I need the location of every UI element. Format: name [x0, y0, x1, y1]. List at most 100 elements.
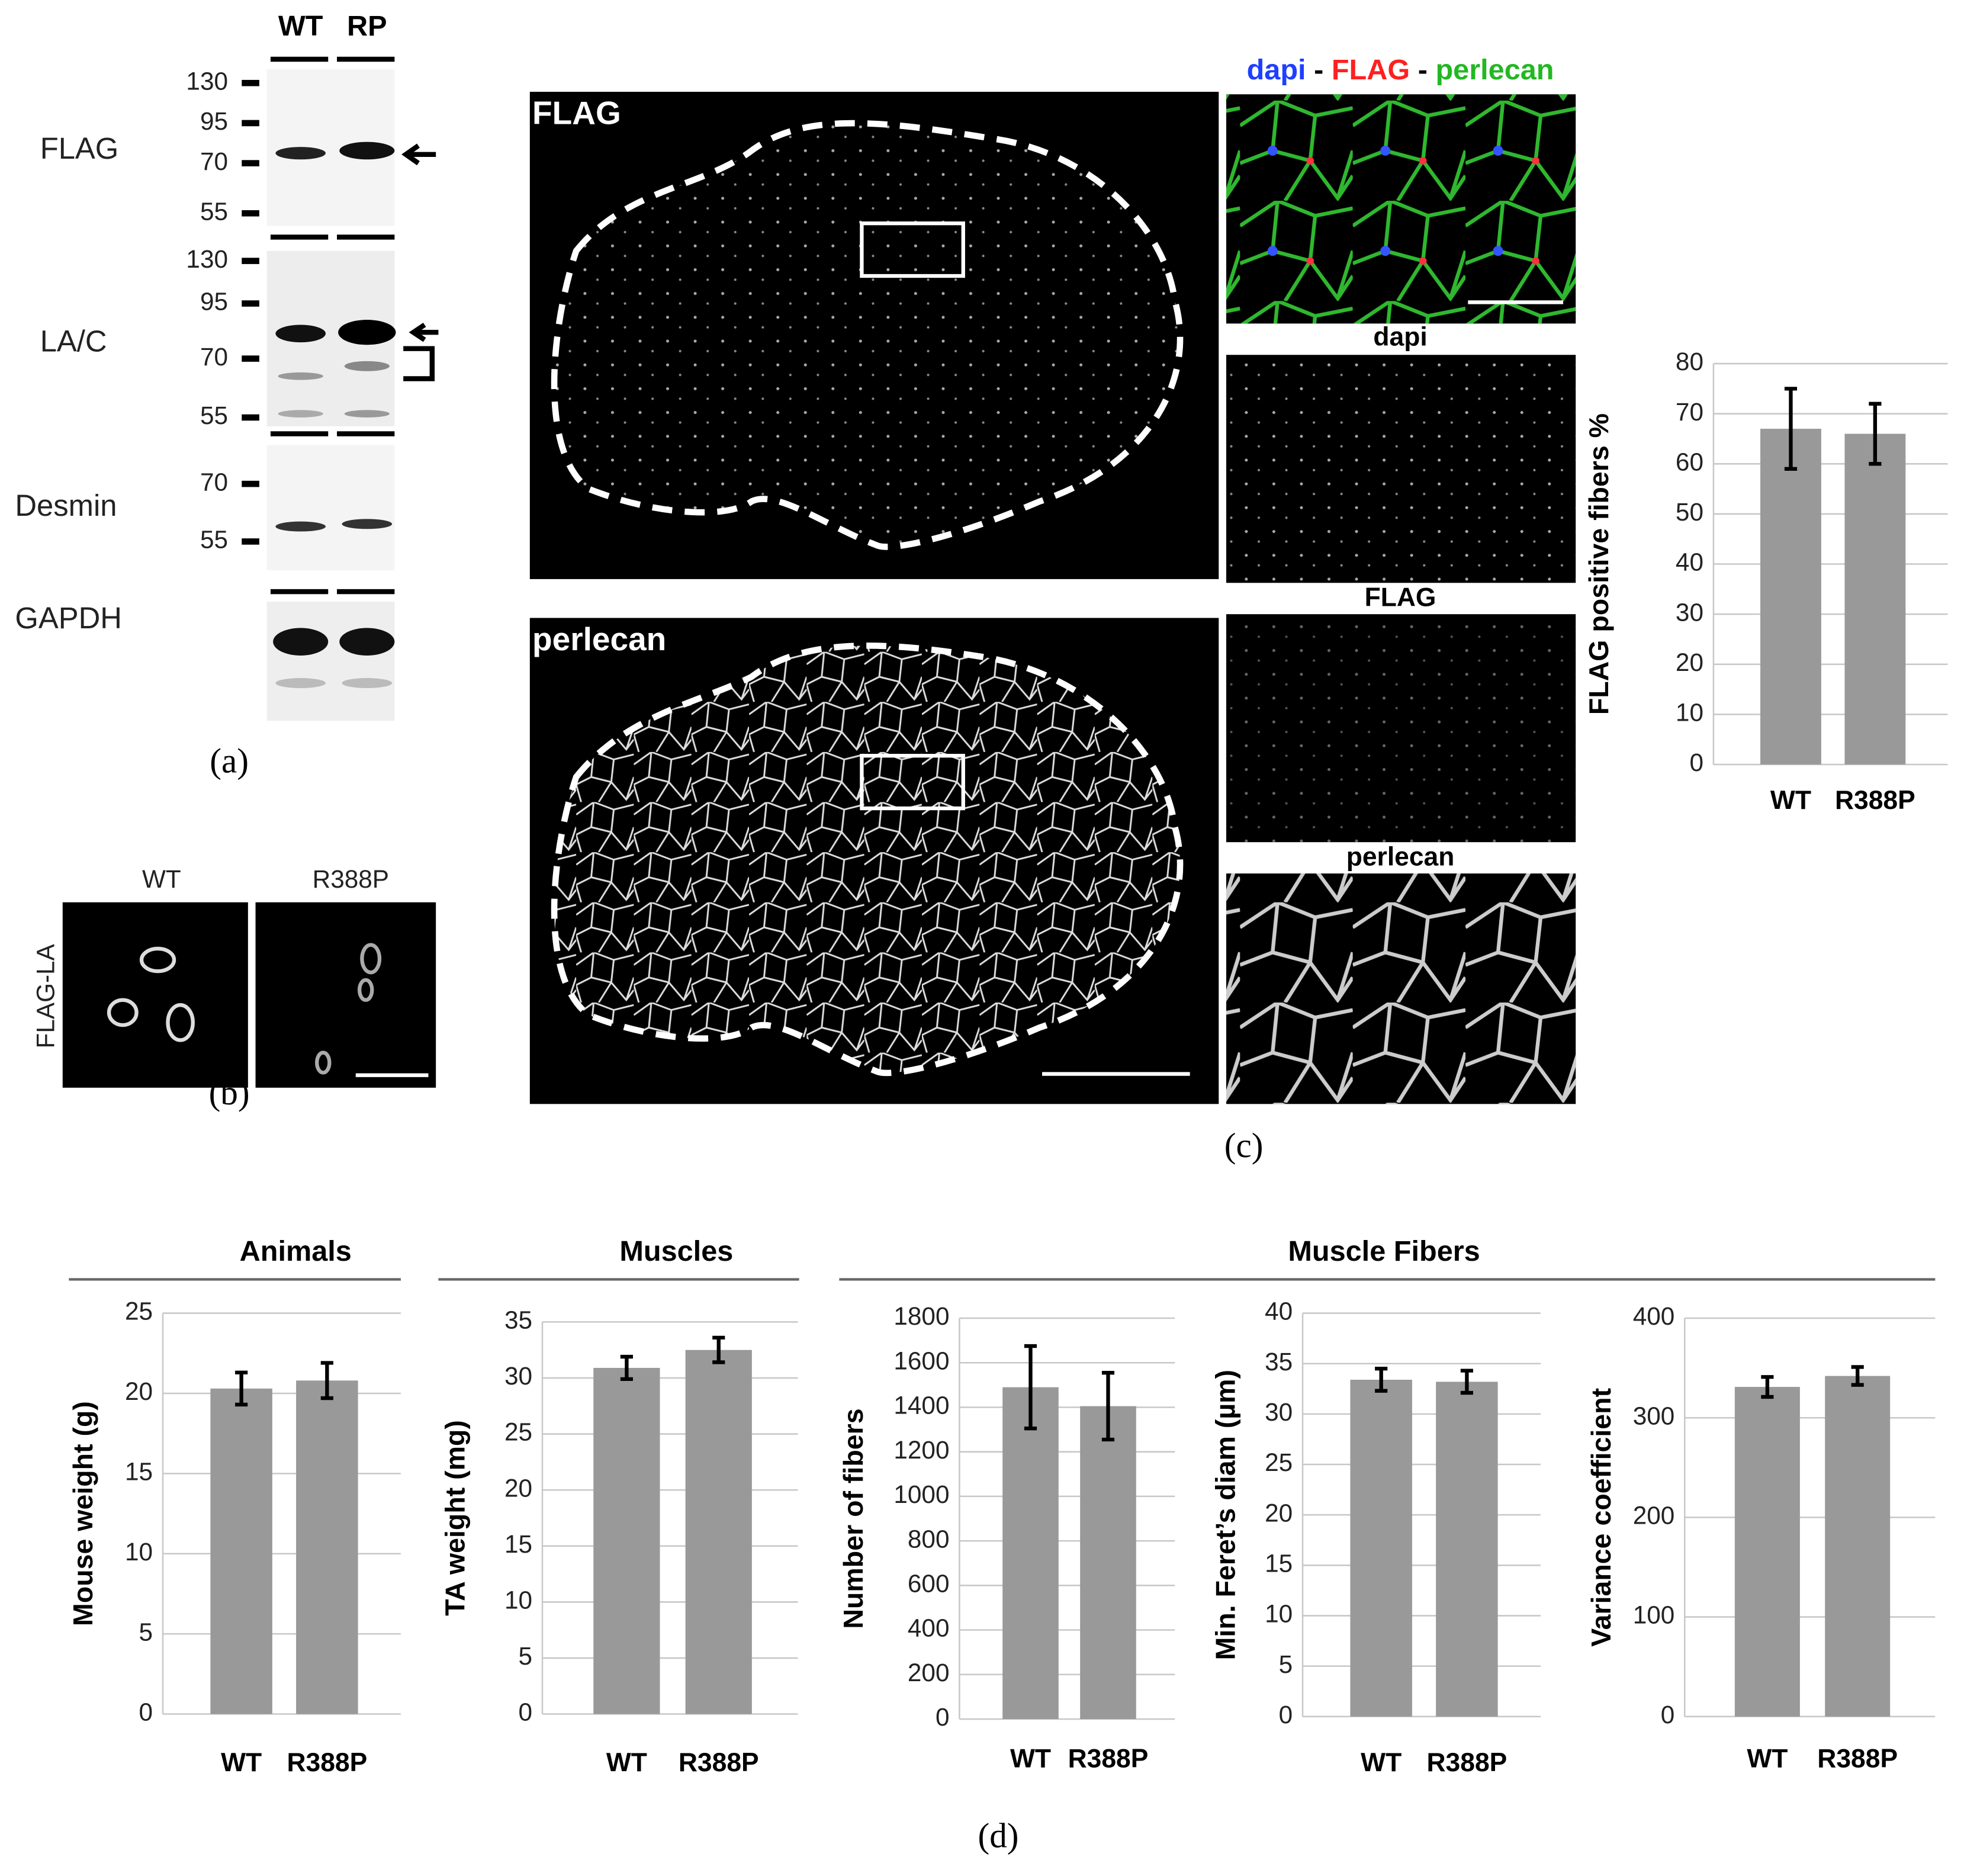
inset-label: perlecan	[1346, 842, 1455, 871]
lane-label: RP	[347, 10, 387, 42]
y-tick-label: 20	[1676, 648, 1703, 676]
panel-label: (b)	[209, 1073, 250, 1112]
marker-tick	[242, 300, 259, 307]
chart-title: Muscles	[619, 1235, 733, 1267]
y-tick-label: 10	[1265, 1600, 1293, 1628]
arrows	[401, 143, 439, 381]
y-tick-label: 400	[908, 1614, 950, 1642]
y-tick-label: 200	[908, 1659, 950, 1687]
chart-title: Animals	[240, 1235, 352, 1267]
marker-label: 55	[200, 197, 228, 225]
x-tick-label: WT	[606, 1748, 647, 1777]
y-tick-label: 80	[1676, 348, 1703, 375]
error-bar	[1460, 1369, 1473, 1395]
y-tick-label: 15	[125, 1458, 153, 1486]
y-tick-label: 1400	[893, 1392, 949, 1419]
x-tick-label: R388P	[1817, 1745, 1898, 1774]
marker-label: 55	[200, 526, 228, 554]
error-bar	[620, 1354, 633, 1382]
micrograph-overlay	[1226, 614, 1576, 843]
y-tick-label: 60	[1676, 448, 1703, 476]
y-tick-label: 10	[125, 1538, 153, 1566]
bar	[593, 1367, 660, 1714]
zoom-box	[860, 221, 965, 278]
error-bar	[1761, 1375, 1774, 1399]
bar	[1734, 1387, 1800, 1717]
y-tick-label: 30	[504, 1362, 532, 1390]
marker-tick	[242, 538, 259, 545]
x-tick-label: R388P	[1835, 786, 1915, 815]
y-tick-label: 10	[1676, 699, 1703, 727]
micrograph-overlay	[1226, 355, 1576, 583]
bar	[1350, 1379, 1412, 1717]
micrograph	[62, 902, 248, 1088]
zoom-box	[860, 754, 965, 811]
lane-line	[337, 56, 395, 62]
bar	[1080, 1406, 1136, 1719]
marker-label: 95	[200, 288, 228, 316]
panel-label: (d)	[978, 1816, 1018, 1855]
blot-strip	[266, 602, 395, 721]
lane-line	[270, 56, 329, 62]
micrograph	[255, 902, 436, 1088]
y-tick-label: 600	[908, 1569, 950, 1597]
blot-label: LA/C	[40, 325, 107, 358]
y-axis-label: Variance coefficient	[1586, 1388, 1616, 1647]
group-title: Muscle Fibers	[1288, 1235, 1480, 1267]
blot-label: GAPDH	[15, 601, 122, 635]
y-tick-label: 1800	[893, 1302, 949, 1330]
separator: -	[1314, 54, 1323, 86]
channel-header: dapi - FLAG - perlecan	[1247, 54, 1554, 86]
y-tick-label: 100	[1633, 1601, 1675, 1629]
marker-tick	[242, 210, 259, 217]
channel: perlecan	[1435, 54, 1554, 86]
y-tick-label: 35	[504, 1306, 532, 1334]
marker-tick	[242, 120, 259, 127]
column-label: R388P	[313, 865, 389, 893]
blot-label: Desmin	[15, 489, 117, 522]
y-tick-label: 0	[139, 1698, 153, 1726]
image-label: perlecan	[532, 621, 666, 657]
micrograph-overlay	[1226, 873, 1576, 1104]
bands	[273, 142, 396, 688]
y-tick-label: 1600	[893, 1347, 949, 1374]
error-bar	[1784, 387, 1798, 471]
error-bar	[235, 1370, 248, 1407]
marker-label: 130	[186, 245, 228, 273]
y-tick-label: 5	[1279, 1650, 1293, 1678]
charts: FLAG130957055LA/C130957055Desmin7055GAPD…	[15, 67, 1948, 1777]
separators	[270, 234, 395, 595]
y-tick-label: 25	[504, 1418, 532, 1446]
blot-strip	[266, 445, 395, 571]
y-tick-label: 0	[1661, 1701, 1675, 1729]
channel: dapi	[1247, 54, 1306, 86]
marker-tick	[242, 355, 259, 362]
bar	[210, 1388, 272, 1714]
lane-label: WT	[278, 10, 323, 42]
error-bar	[320, 1361, 333, 1400]
y-axis-label: FLAG positive fibers %	[1583, 413, 1614, 715]
marker-label: 70	[200, 468, 228, 496]
y-tick-label: 25	[125, 1297, 153, 1325]
bar	[685, 1350, 752, 1714]
panel-label: (a)	[210, 741, 249, 780]
y-tick-label: 15	[504, 1530, 532, 1558]
inset-label: FLAG	[1365, 583, 1436, 612]
bar	[1760, 429, 1821, 765]
bar	[1436, 1382, 1498, 1717]
error-bar	[1851, 1365, 1864, 1387]
y-tick-label: 0	[1279, 1701, 1293, 1729]
marker-tick	[242, 258, 259, 264]
error-bar	[712, 1335, 725, 1364]
error-bar	[1869, 401, 1882, 466]
marker-tick	[242, 414, 259, 421]
y-tick-label: 20	[504, 1474, 532, 1502]
x-tick-label: WT	[221, 1748, 262, 1777]
separator: -	[1418, 54, 1428, 86]
y-axis-label: Mouse weight (g)	[67, 1401, 98, 1626]
image-label: FLAG	[532, 95, 621, 131]
y-tick-label: 15	[1265, 1549, 1293, 1577]
y-tick-label: 0	[936, 1703, 950, 1731]
x-tick-label: WT	[1010, 1745, 1051, 1774]
marker-label: 55	[200, 401, 228, 429]
